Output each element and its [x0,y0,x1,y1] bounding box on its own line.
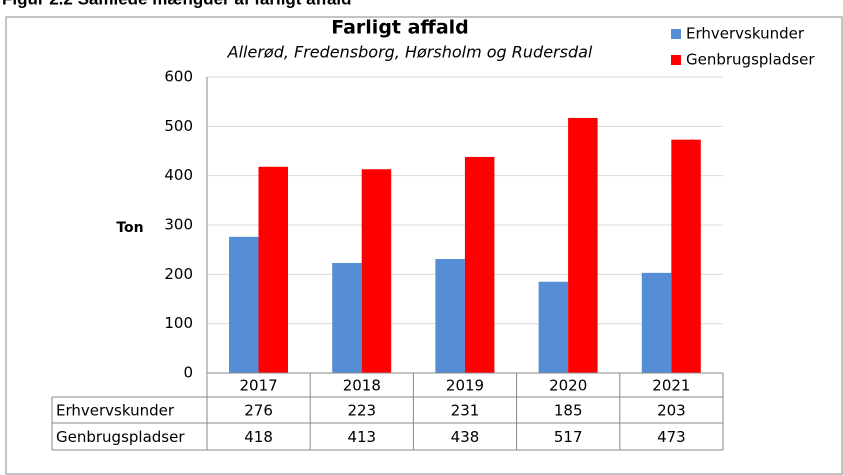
table-value: 418 [244,428,273,446]
table-value: 203 [657,402,686,420]
bar [671,139,701,373]
bar [332,262,362,373]
table-row-label: Genbrugspladser [56,428,185,446]
y-axis-label: Ton [116,220,143,236]
bar [464,156,495,373]
table-value: 276 [244,402,273,420]
table-value: 223 [347,402,376,420]
bar [538,281,569,373]
table-value: 231 [451,402,480,420]
x-tick-label: 2018 [343,377,381,395]
bar [258,166,288,373]
x-tick-label: 2020 [549,377,587,395]
x-tick-label: 2021 [652,377,690,395]
legend-swatch [671,29,681,39]
bar [641,272,672,373]
y-tick-label: 300 [164,216,193,234]
y-tick-label: 200 [164,265,193,283]
legend-label: Erhvervskunder [686,25,805,43]
bar [229,236,259,373]
legend-swatch [671,55,681,65]
chart-subtitle: Allerød, Fredensborg, Hørsholm og Ruders… [227,43,593,62]
x-tick-label: 2017 [240,377,278,395]
y-tick-label: 400 [164,166,193,184]
bar [361,169,392,373]
bar [568,117,598,374]
chart-frame [5,16,843,475]
legend-label: Genbrugspladser [686,51,815,69]
chart-title: Farligt affald [331,17,469,39]
y-tick-label: 0 [183,364,193,382]
table-value: 517 [554,428,583,446]
table-value: 185 [554,402,583,420]
y-tick-label: 500 [164,117,193,135]
bar [435,259,465,373]
table-value: 473 [657,428,686,446]
y-tick-label: 600 [164,68,193,86]
table-row-label: Erhvervskunder [56,402,175,420]
table-value: 413 [347,428,376,446]
y-tick-label: 100 [164,314,193,332]
table-value: 438 [451,428,480,446]
figure-header: Figur 2.2 Samlede mængder af farligt aff… [2,0,352,8]
x-tick-label: 2019 [446,377,484,395]
